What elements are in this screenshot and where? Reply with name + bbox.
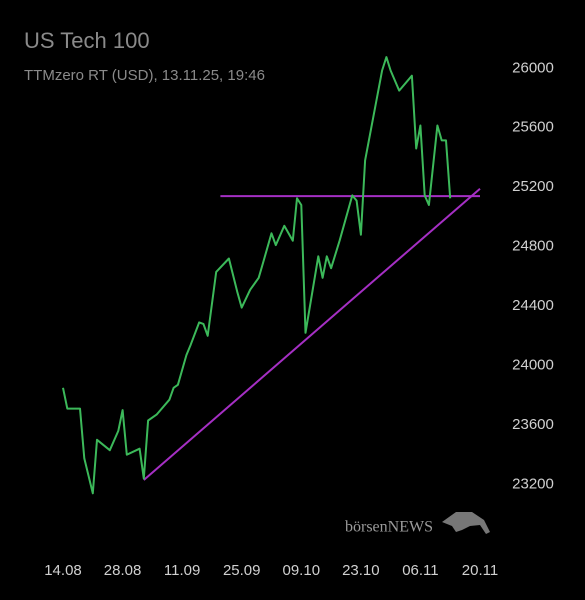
chart-subtitle: TTMzero RT (USD), 13.11.25, 19:46 [24,67,265,84]
y-tick-label: 25200 [512,178,554,195]
x-tick-label: 11.09 [164,562,200,579]
y-tick-label: 24400 [512,297,554,314]
x-tick-label: 06.11 [402,562,438,579]
trend-line [143,187,481,481]
x-tick-label: 20.11 [462,562,498,579]
x-tick-label: 28.08 [104,562,142,579]
x-tick-label: 23.10 [342,562,380,579]
price-line [62,56,452,495]
bull-icon [442,512,490,534]
x-tick-label: 14.08 [44,562,82,579]
watermark: börsenNEWS [345,519,433,536]
y-tick-label: 25600 [512,119,554,136]
y-tick-label: 23200 [512,475,554,492]
x-tick-label: 09.10 [283,562,321,579]
chart-title: US Tech 100 [24,28,150,53]
x-tick-label: 25.09 [223,562,261,579]
y-tick-label: 26000 [512,59,554,76]
y-tick-label: 24800 [512,238,554,255]
y-tick-label: 23600 [512,416,554,433]
y-tick-label: 24000 [512,356,554,373]
